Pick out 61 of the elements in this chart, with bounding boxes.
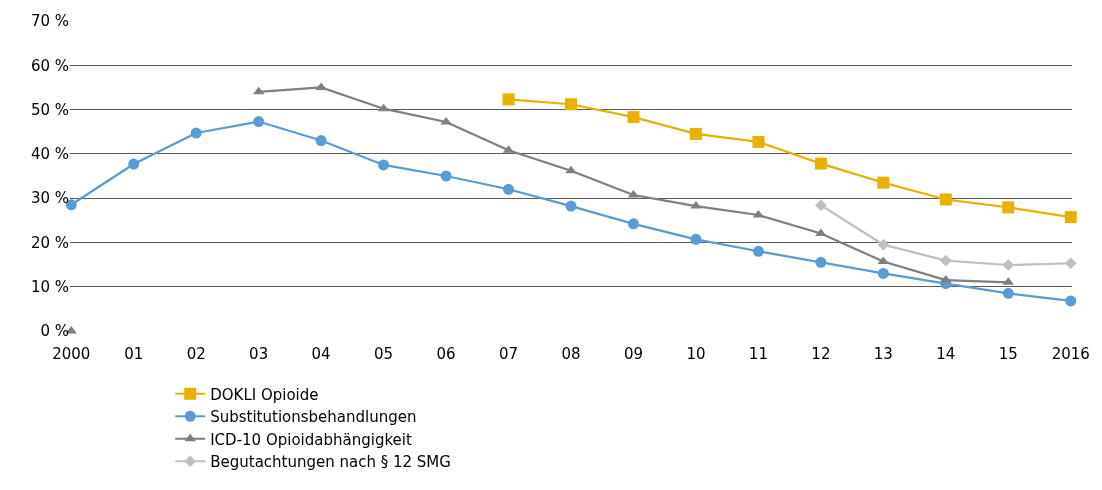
point <box>939 254 952 267</box>
point <box>502 93 515 106</box>
point <box>1002 259 1015 271</box>
x-tick-label: 05 <box>374 345 394 363</box>
point <box>190 127 202 139</box>
point <box>690 233 702 245</box>
y-tick-label: 30 % <box>30 189 69 208</box>
y-tick-label: 60 % <box>30 56 69 75</box>
y-tick-label: 70 % <box>30 12 69 31</box>
y-tick-label: 50 % <box>30 100 69 119</box>
x-tick-label: 13 <box>873 345 893 363</box>
point <box>752 245 764 257</box>
x-tick-label: 02 <box>186 345 206 363</box>
point <box>503 183 515 195</box>
point <box>565 98 577 111</box>
point <box>877 267 889 279</box>
legend-label: ICD-10 Opioidabhängigkeit <box>210 430 412 449</box>
x-tick-label: 01 <box>124 345 144 363</box>
point <box>1064 257 1077 270</box>
legend-label: Begutachtungen nach § 12 SMG <box>210 453 451 472</box>
point <box>939 193 952 206</box>
y-tick-label: 0 % <box>40 322 69 341</box>
x-tick-label: 15 <box>998 345 1018 363</box>
x-tick-label: 11 <box>748 345 768 363</box>
point <box>752 135 765 148</box>
point <box>1064 211 1077 224</box>
point <box>814 157 827 170</box>
x-tick-label: 03 <box>249 345 269 363</box>
x-tick-label: 08 <box>561 345 581 363</box>
x-tick-label: 04 <box>311 345 331 363</box>
point <box>689 127 702 140</box>
y-tick-label: 40 % <box>30 145 69 164</box>
point <box>815 256 827 268</box>
legend-label: DOKLI Opioide <box>210 385 319 404</box>
x-tick-label: 07 <box>498 345 519 363</box>
legend-label: Substitutionsbehandlungen <box>210 408 417 427</box>
x-tick-label: 2016 <box>1051 345 1090 363</box>
y-tick-label: 10 % <box>30 277 69 296</box>
point <box>378 159 390 171</box>
point <box>565 200 577 212</box>
point <box>815 228 827 237</box>
point <box>440 170 452 182</box>
x-tick-label: 10 <box>686 345 706 363</box>
x-tick-label: 14 <box>936 345 956 363</box>
point <box>877 176 890 189</box>
y-tick-label: 20 % <box>30 233 69 252</box>
point <box>565 165 577 174</box>
point <box>1002 287 1014 299</box>
point <box>128 158 140 170</box>
x-tick-label: 2000 <box>52 345 91 363</box>
point <box>315 135 327 147</box>
x-tick-label: 06 <box>436 345 456 363</box>
x-tick-label: 09 <box>623 345 644 363</box>
x-tick-label: 12 <box>811 345 831 363</box>
point <box>1065 295 1077 307</box>
point <box>253 116 265 128</box>
point <box>815 199 827 212</box>
point <box>877 238 890 251</box>
point <box>627 111 640 124</box>
point <box>627 218 639 230</box>
point <box>1002 201 1015 214</box>
